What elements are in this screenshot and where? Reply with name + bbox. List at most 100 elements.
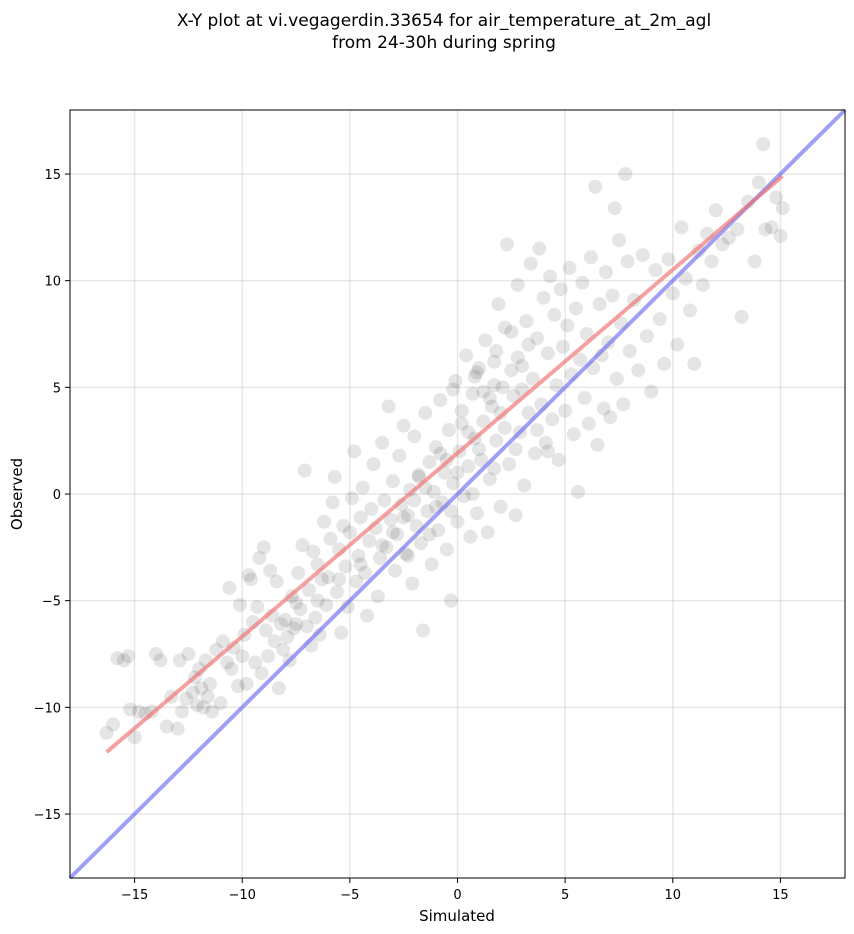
data-point (299, 619, 314, 634)
data-point (110, 651, 125, 666)
data-point (450, 465, 465, 480)
x-axis-label: Simulated (419, 907, 495, 925)
data-point (536, 290, 551, 305)
data-point (314, 572, 329, 587)
data-point (383, 512, 398, 527)
data-point (185, 685, 200, 700)
data-point (515, 359, 530, 373)
data-point (775, 201, 790, 216)
data-point (635, 248, 650, 263)
data-point (596, 401, 611, 416)
data-point (504, 324, 519, 339)
data-point (317, 514, 332, 529)
data-point (478, 333, 493, 348)
data-point (243, 572, 258, 587)
data-point (222, 580, 237, 595)
data-point (405, 576, 420, 591)
data-point (639, 329, 654, 344)
data-point (540, 346, 555, 361)
data-point (631, 363, 646, 378)
data-point (271, 681, 286, 696)
data-point (540, 444, 555, 459)
data-point (472, 361, 487, 376)
data-point (547, 307, 562, 322)
data-point (336, 519, 351, 533)
data-point (226, 640, 241, 655)
y-tick-label: −5 (42, 595, 61, 610)
data-point (538, 435, 553, 450)
data-point (377, 493, 392, 508)
data-point (355, 480, 370, 495)
data-point (461, 459, 476, 474)
data-point (592, 297, 607, 312)
data-point (605, 288, 620, 303)
data-point (495, 380, 510, 395)
data-point (349, 574, 364, 589)
data-point (695, 277, 710, 292)
data-point (489, 433, 504, 448)
data-point (715, 237, 730, 252)
data-point (497, 320, 512, 335)
data-point (648, 263, 663, 277)
data-point (502, 457, 517, 472)
data-point (258, 623, 273, 638)
data-point (616, 397, 631, 412)
data-point (123, 702, 138, 717)
data-point (555, 339, 570, 354)
data-point (400, 508, 415, 523)
x-axis-ticks: −15 −10 −5 0 5 10 15 (121, 878, 789, 903)
data-point (461, 425, 476, 440)
data-point (747, 254, 762, 269)
data-point (411, 467, 426, 482)
data-point (493, 405, 508, 420)
data-point (276, 642, 291, 657)
data-point (611, 233, 626, 248)
data-point (704, 254, 719, 269)
data-point (448, 373, 463, 388)
data-point (342, 525, 357, 540)
data-point (422, 455, 437, 469)
data-point (250, 600, 265, 615)
data-point (353, 557, 368, 572)
data-point (230, 679, 245, 693)
data-point (454, 403, 469, 418)
data-point (734, 309, 749, 324)
x-tick-label: 5 (561, 888, 569, 903)
y-axis-ticks: −15 −10 −5 0 5 10 15 (34, 168, 70, 823)
data-point (310, 593, 325, 608)
data-point (678, 271, 693, 286)
data-point (577, 391, 592, 405)
data-point (385, 525, 400, 540)
data-point (661, 252, 676, 267)
data-point (670, 337, 685, 352)
data-point (581, 416, 596, 431)
reference-lines (68, 108, 847, 880)
data-point (459, 348, 474, 363)
data-point (504, 363, 519, 378)
data-point (213, 696, 228, 711)
data-point (665, 286, 680, 301)
data-point (181, 647, 196, 661)
data-point (467, 369, 482, 384)
data-point (293, 602, 308, 617)
data-point (521, 337, 536, 352)
data-point (153, 653, 168, 668)
data-point (420, 504, 435, 519)
data-point (301, 583, 316, 597)
data-point (510, 277, 525, 292)
data-point (528, 446, 542, 461)
data-point (500, 237, 515, 252)
data-point (764, 220, 779, 235)
data-point (396, 510, 411, 525)
data-point (388, 563, 403, 578)
data-point (362, 533, 377, 548)
data-point (575, 275, 590, 290)
data-point (254, 666, 269, 681)
data-point (519, 314, 534, 329)
data-point (273, 617, 288, 632)
data-point (549, 378, 564, 393)
data-point (491, 297, 506, 312)
data-point (472, 442, 487, 457)
data-point (381, 399, 396, 414)
